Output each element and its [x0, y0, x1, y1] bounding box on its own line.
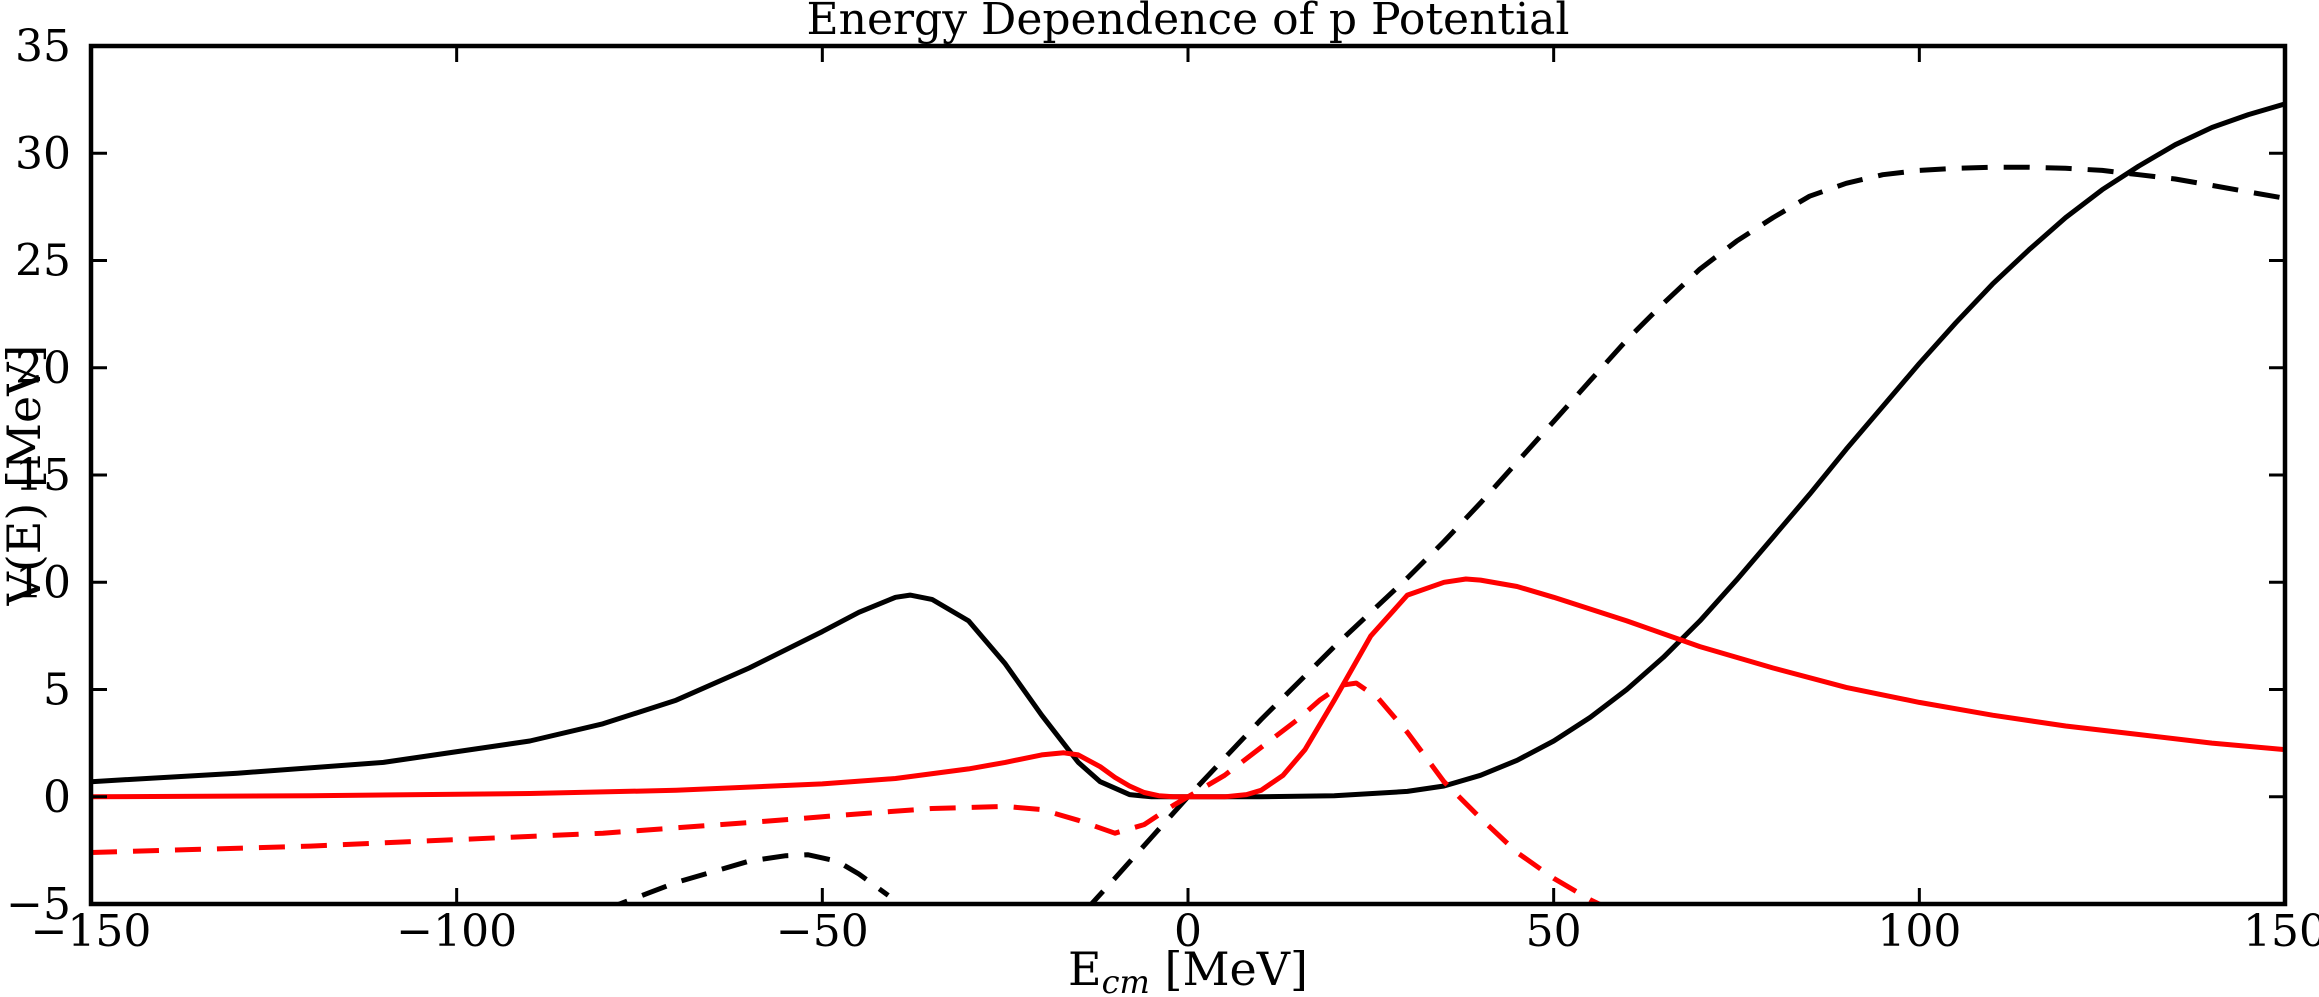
series-line-1 [91, 101, 2285, 800]
chart-title: Energy Dependence of p Potential [807, 0, 1570, 45]
y-tick-label: 10 [15, 557, 71, 608]
x-tick-label: 50 [1526, 906, 1582, 957]
series-line-3 [1088, 164, 2285, 904]
x-axis: −150 −100 −50 0 50 100 150 [31, 46, 2319, 957]
x-axis-title: Ecm [MeV] [1068, 942, 1308, 997]
series-line-4 [91, 576, 2285, 800]
y-axis: −5 0 5 10 15 20 25 30 35 [6, 21, 2285, 930]
x-axis-title-sub: cm [1102, 963, 1150, 997]
x-tick-label: −100 [396, 906, 517, 957]
y-tick-label: −5 [6, 879, 71, 930]
x-axis-title-main: E [1068, 942, 1102, 996]
y-tick-label: 30 [15, 128, 71, 179]
x-axis-title-unit: [MeV] [1150, 942, 1308, 996]
y-axis-title: V(E) [MeV] [0, 345, 51, 607]
y-tick-label: 5 [43, 665, 71, 716]
x-tick-label: 100 [1877, 906, 1961, 957]
series-line-2 [612, 852, 890, 904]
y-tick-label: 0 [43, 772, 71, 823]
x-tick-label: 0 [1174, 906, 1202, 957]
x-tick-label: 150 [2243, 906, 2319, 957]
series-layer [91, 101, 2285, 904]
y-tick-label: 15 [15, 450, 71, 501]
y-tick-label: 35 [15, 21, 71, 72]
series-line-5 [91, 680, 1605, 904]
y-tick-label: 20 [15, 343, 71, 394]
y-tick-label: 25 [15, 236, 71, 287]
plot-frame [88, 43, 2288, 907]
x-tick-label: −150 [31, 906, 152, 957]
x-tick-label: −50 [776, 906, 869, 957]
